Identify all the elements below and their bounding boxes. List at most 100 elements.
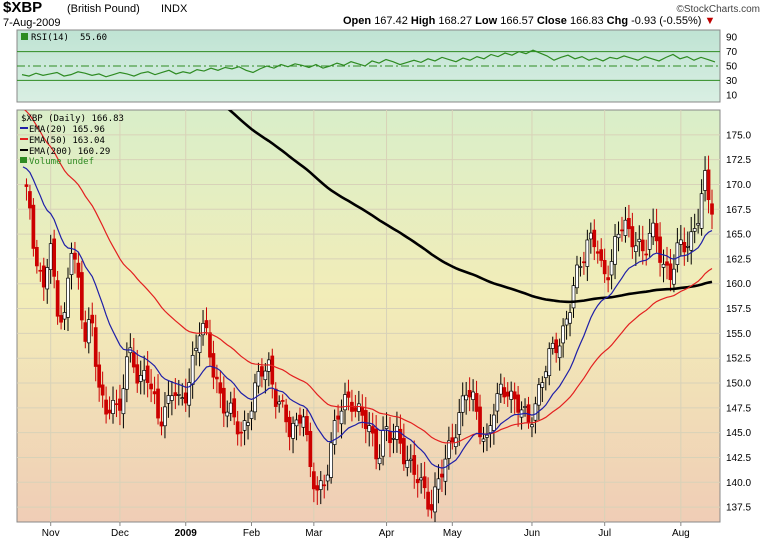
price-tick-label: 145.0	[726, 428, 751, 439]
candle-body	[384, 426, 389, 429]
date-tick-label: Dec	[111, 528, 129, 539]
candle-body	[131, 352, 136, 368]
candle-body	[374, 428, 379, 460]
candle-body	[232, 398, 237, 418]
candle-body	[66, 277, 70, 318]
rsi-legend-indicator: RSI(14)	[31, 33, 69, 43]
candle-body	[633, 245, 638, 252]
price-axis: 175.0 172.5 170.0 167.5 165.0 162.5 160.0 157.5…	[726, 130, 751, 513]
candle-body	[163, 406, 167, 427]
candle-body	[149, 383, 153, 390]
close-label: Close	[536, 15, 567, 27]
candle-body	[692, 228, 697, 232]
candle-body	[176, 394, 181, 396]
candle-body	[620, 229, 624, 232]
candle-body	[699, 193, 704, 229]
candle-body	[606, 277, 610, 281]
down-arrow-icon: ▼	[704, 15, 716, 27]
candle-body	[125, 356, 129, 390]
candle-body	[260, 366, 264, 377]
candle-body	[398, 428, 403, 444]
candle-body	[561, 325, 565, 344]
rsi-legend: RSI(14) 55.60	[21, 33, 107, 43]
candle-body	[170, 395, 174, 401]
candle-body	[450, 437, 455, 443]
candle-body	[69, 253, 74, 275]
candle-body	[62, 312, 67, 320]
high-label: High	[410, 15, 436, 27]
candle-body	[460, 395, 465, 413]
candle-body	[83, 322, 88, 342]
candle-body	[294, 419, 299, 427]
candle-body	[488, 425, 493, 434]
candle-body	[308, 430, 313, 468]
candle-body	[111, 400, 115, 414]
candle-body	[339, 410, 344, 425]
candle-body	[464, 394, 469, 401]
candle-body	[187, 382, 192, 406]
candle-body	[509, 390, 514, 400]
rsi-legend-swatch	[21, 33, 28, 40]
candle-body	[706, 169, 711, 201]
candle-body	[550, 342, 555, 349]
ema50-line	[24, 110, 713, 444]
candle-body	[467, 389, 472, 398]
candle-body	[554, 339, 559, 354]
chg-label: Chg	[606, 15, 629, 27]
rsi-tick-label: 90	[726, 33, 738, 44]
candle-body	[246, 422, 250, 426]
candle-body	[336, 415, 340, 420]
price-tick-label: 142.5	[726, 453, 751, 464]
candle-body	[218, 382, 223, 394]
low-label: Low	[475, 15, 498, 27]
candle-body	[689, 231, 694, 251]
candle-body	[523, 406, 527, 408]
candle-body	[277, 401, 282, 405]
candle-body	[256, 371, 261, 387]
price-tick-label: 167.5	[726, 205, 751, 216]
candle-body	[682, 242, 687, 253]
candle-body	[685, 245, 690, 248]
candle-body	[630, 226, 635, 248]
candle-body	[228, 402, 233, 414]
candle-body	[107, 409, 112, 414]
ema200-legend-label: EMA(200) 160.29	[29, 147, 110, 157]
rsi-tick-label: 10	[726, 90, 738, 101]
candle-body	[90, 314, 95, 324]
candle-body	[356, 403, 361, 412]
candle-body	[443, 458, 448, 482]
chg-value: -0.93 (-0.55%)	[631, 15, 702, 27]
candle-body	[478, 406, 482, 438]
price-legend: $XBP (Daily) 166.83 EMA(20) 165.96 EMA(5…	[20, 114, 124, 167]
ema20-legend-label: EMA(20) 165.96	[29, 125, 105, 135]
candle-body	[332, 420, 337, 445]
candle-body	[291, 423, 295, 439]
date-tick-label: Apr	[379, 528, 395, 539]
candle-body	[585, 239, 590, 267]
open-value: 167.42	[374, 15, 408, 27]
candle-body	[575, 264, 579, 289]
candle-body	[204, 320, 209, 329]
volume-legend-label: Volume undef	[29, 157, 94, 167]
candle-body	[329, 442, 333, 478]
candle-body	[408, 458, 413, 461]
date-tick-label: Aug	[672, 528, 690, 539]
candle-body	[80, 272, 84, 321]
candle-body	[710, 203, 714, 215]
candle-body	[280, 400, 285, 402]
ticker-symbol: $XBP	[3, 0, 43, 16]
candle-body	[239, 431, 243, 434]
candle-body	[537, 384, 541, 406]
date-axis: Nov Dec 2009 Feb Mar Apr May Jun Jul Aug	[42, 522, 690, 539]
candle-body	[367, 425, 372, 433]
security-name: (British Pound)	[67, 3, 140, 15]
candle-body	[609, 261, 614, 276]
rsi-legend-value: 55.60	[80, 33, 107, 43]
price-tick-label: 160.0	[726, 279, 751, 290]
candle-body	[284, 404, 288, 423]
candle-body	[436, 478, 441, 490]
candle-body	[492, 414, 496, 431]
close-value: 166.83	[569, 15, 604, 27]
stockcharts-logo[interactable]: ©StockCharts.com	[676, 4, 760, 15]
rsi-tick-label: 70	[726, 47, 738, 58]
